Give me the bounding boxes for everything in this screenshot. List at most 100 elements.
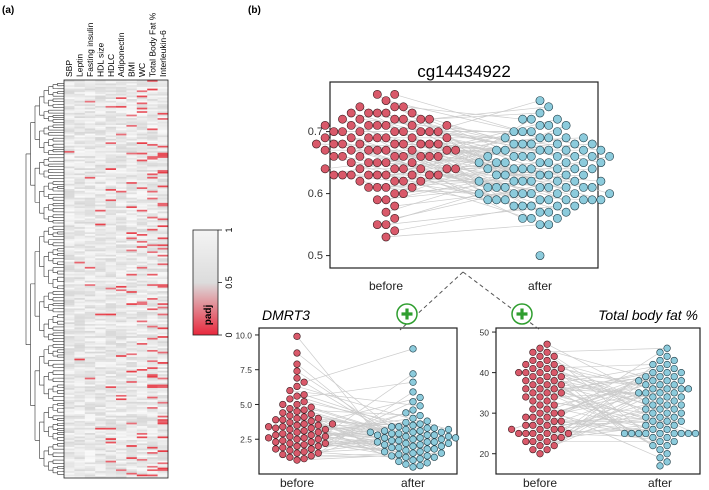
heatmap-cell [105,144,117,147]
heatmap-cell [95,311,106,314]
heatmap-cell [95,220,106,223]
heatmap-cell [116,469,127,472]
heatmap-cell [147,389,158,392]
heatmap-cell [95,119,106,122]
heatmap-cell [64,145,75,148]
before-point [279,437,287,445]
heatmap-cell [84,296,96,299]
heatmap-cell [74,453,86,456]
heatmap-cell [136,247,148,250]
heatmap-cell [74,436,86,439]
heatmap-cell [74,259,86,262]
dendrogram-branch [52,267,58,273]
before-point [300,420,308,428]
heatmap-cell [95,182,106,185]
after-point [535,133,545,143]
heatmap-cell [95,138,106,141]
after-point [663,409,671,417]
dendrogram-branch [57,390,62,394]
heatmap-cell [147,249,158,252]
heatmap-cell [105,253,117,256]
heatmap-cell [74,403,86,406]
heatmap-cell [105,472,117,475]
heatmap-cell [95,368,106,372]
heatmap-cell [116,303,127,306]
heatmap-cell [74,401,86,404]
heatmap-cell [157,119,169,122]
heatmap-cell [126,327,138,330]
heatmap-cell [136,375,148,378]
heatmap-cell [105,114,117,117]
heatmap-cell [157,168,169,171]
heatmap-cell [126,436,138,439]
heatmap-cell [157,313,169,316]
dendrogram-branch [48,227,53,235]
heatmap-cell [147,348,158,351]
heatmap-cell [84,156,96,159]
heatmap-cell [64,92,75,95]
heatmap-cell [74,445,86,448]
heatmap-cell [116,275,127,278]
heatmap-cell [95,93,106,96]
heatmap-cell [95,152,106,155]
heatmap-cell [116,355,127,358]
heatmap-cell [157,298,169,301]
heatmap-cell [116,422,127,425]
before-point [557,381,565,389]
heatmap-cell [74,159,86,162]
after-point [381,448,389,456]
heatmap-cell [64,415,75,418]
heatmap-cell [95,464,106,467]
after-point [535,251,545,260]
heatmap-cell [116,341,127,344]
heatmap-cell [147,360,158,363]
heatmap-cell [84,362,96,365]
before-point [286,412,294,420]
heatmap-cell [136,235,148,238]
after-point [663,433,671,442]
heatmap-cell [136,92,148,95]
heatmap-cell [116,318,127,321]
heatmap-cell [95,195,106,198]
heatmap-cell [116,246,127,249]
heatmap-cell [136,460,148,463]
heatmap-cell [136,368,148,372]
before-point [398,164,408,174]
y-tick-label: 30 [480,409,490,419]
heatmap-cell [157,137,169,140]
before-point [407,145,417,155]
heatmap-cell [147,223,158,226]
heatmap-cell [105,436,117,439]
heatmap-cell [95,161,106,164]
heatmap-cell [84,119,96,122]
heatmap-cell [147,327,158,330]
heatmap-cell [95,285,106,288]
dendrogram-branch [52,363,58,368]
heatmap-cell [84,199,96,202]
heatmap-cell [64,439,75,442]
before-point [398,176,408,186]
after-point [518,114,527,124]
heatmap-cell [147,382,158,385]
heatmap-cell [126,471,138,474]
heatmap-cell [74,251,86,254]
heatmap-cell [95,391,106,394]
heatmap-cell [157,282,169,285]
heatmap-cell [126,95,138,98]
heatmap-cell [105,268,117,271]
heatmap-cell [136,256,148,259]
heatmap-cell [136,471,148,474]
before-point [407,121,417,130]
heatmap-cell [64,426,75,429]
heatmap-cell [84,323,96,327]
heatmap-cell [147,258,158,261]
heatmap-cell [116,147,127,150]
heatmap-cell [147,97,158,100]
dendrogram-branch [52,84,58,90]
heatmap-cell [64,381,75,384]
heatmap-cell [126,422,138,425]
heatmap-cell [95,202,106,205]
after-point [656,348,664,356]
heatmap-cell [157,182,169,185]
heatmap-cell [95,150,106,153]
